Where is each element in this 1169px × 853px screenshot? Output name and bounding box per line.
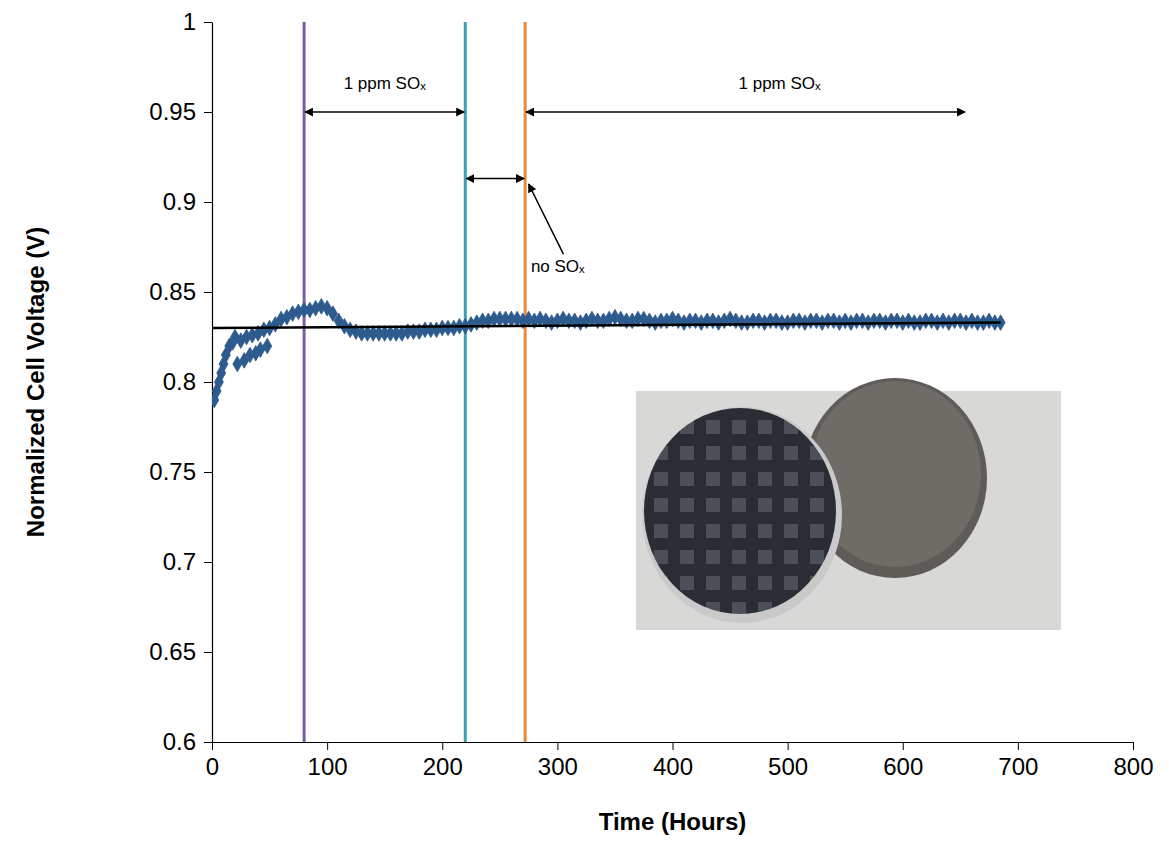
- y-tick-mark: [204, 652, 212, 653]
- y-tick-label: 0.7: [163, 548, 196, 575]
- y-tick-label: 0.65: [149, 638, 196, 665]
- y-axis-line: [212, 23, 213, 743]
- vertical-line: [524, 22, 527, 742]
- vertical-line: [303, 22, 306, 742]
- y-tick-label: 1: [183, 8, 196, 35]
- x-tick-mark: [212, 742, 213, 750]
- x-tick-label: 800: [1113, 753, 1153, 780]
- annotation-label: 1 ppm SOₓ: [739, 74, 822, 93]
- x-tick-label: 300: [538, 753, 578, 780]
- y-tick: 0.85: [149, 278, 212, 305]
- trend-line: [212, 323, 1001, 328]
- y-tick-mark: [204, 382, 212, 383]
- x-tick-mark: [673, 742, 674, 750]
- x-tick-label: 400: [653, 753, 693, 780]
- plot-area: [212, 22, 1005, 742]
- x-tick: 200: [423, 742, 463, 780]
- x-tick: 0: [206, 742, 219, 780]
- x-tick: 300: [538, 742, 578, 780]
- y-tick-label: 0.8: [163, 368, 196, 395]
- x-axis-title: Time (Hours): [599, 808, 747, 835]
- y-axis-title: Normalized Cell Voltage (V): [22, 227, 49, 537]
- y-tick-mark: [204, 742, 212, 743]
- x-tick-label: 700: [998, 753, 1038, 780]
- y-tick: 0.7: [163, 548, 212, 575]
- x-tick-mark: [442, 742, 443, 750]
- y-tick: 0.8: [163, 368, 212, 395]
- x-tick: 800: [1113, 742, 1153, 780]
- y-axis: 0.6 0.65 0.7 0.75 0.8 0.85 0.9 0.95 1: [149, 8, 212, 755]
- x-tick-mark: [903, 742, 904, 750]
- data-point: [263, 338, 272, 354]
- y-tick-mark: [204, 292, 212, 293]
- x-tick-label: 0: [206, 753, 219, 780]
- x-tick-mark: [1018, 742, 1019, 750]
- y-tick-mark: [204, 112, 212, 113]
- x-tick-label: 500: [768, 753, 808, 780]
- y-tick: 0.75: [149, 458, 212, 485]
- y-tick: 1: [183, 8, 212, 35]
- y-tick-label: 0.9: [163, 188, 196, 215]
- y-tick-mark: [204, 562, 212, 563]
- x-tick-label: 100: [308, 753, 348, 780]
- y-tick-label: 0.95: [149, 98, 196, 125]
- x-tick-mark: [788, 742, 789, 750]
- inset-photo: [636, 378, 1061, 630]
- x-axis: 0 100 200 300 400 500 600 700 800: [206, 742, 1154, 780]
- y-tick-mark: [204, 22, 212, 23]
- x-tick: 400: [653, 742, 693, 780]
- y-tick: 0.6: [163, 728, 212, 755]
- y-tick-label: 0.85: [149, 278, 196, 305]
- y-tick: 0.65: [149, 638, 212, 665]
- annotation-label: no SOₓ: [531, 257, 585, 276]
- range-arrow: [526, 111, 965, 113]
- x-tick-mark: [327, 742, 328, 750]
- y-tick: 0.9: [163, 188, 212, 215]
- chart: 01002003004005006007008000.60.650.70.750…: [0, 0, 1169, 853]
- annotations: 1 ppm SOₓ no SOₓ 1 ppm SOₓ: [305, 74, 965, 277]
- inset-disc-mesh: [644, 408, 836, 614]
- x-tick-label: 200: [423, 753, 463, 780]
- y-tick-label: 0.75: [149, 458, 196, 485]
- y-tick: 0.95: [149, 98, 212, 125]
- x-tick: 100: [308, 742, 348, 780]
- pointer-arrow: [529, 184, 564, 254]
- y-tick-label: 0.6: [163, 728, 196, 755]
- y-tick-mark: [204, 472, 212, 473]
- range-arrow: [305, 111, 464, 113]
- x-tick-label: 600: [883, 753, 923, 780]
- vertical-line: [464, 22, 467, 742]
- inset-disc-rim: [642, 407, 842, 623]
- y-tick-mark: [204, 202, 212, 203]
- x-tick-mark: [557, 742, 558, 750]
- x-tick: 500: [768, 742, 808, 780]
- x-tick: 700: [998, 742, 1038, 780]
- annotation-label: 1 ppm SOₓ: [344, 74, 427, 93]
- scatter-series: [212, 299, 1005, 408]
- range-arrow: [466, 178, 524, 180]
- x-tick: 600: [883, 742, 923, 780]
- x-tick-mark: [1133, 742, 1134, 750]
